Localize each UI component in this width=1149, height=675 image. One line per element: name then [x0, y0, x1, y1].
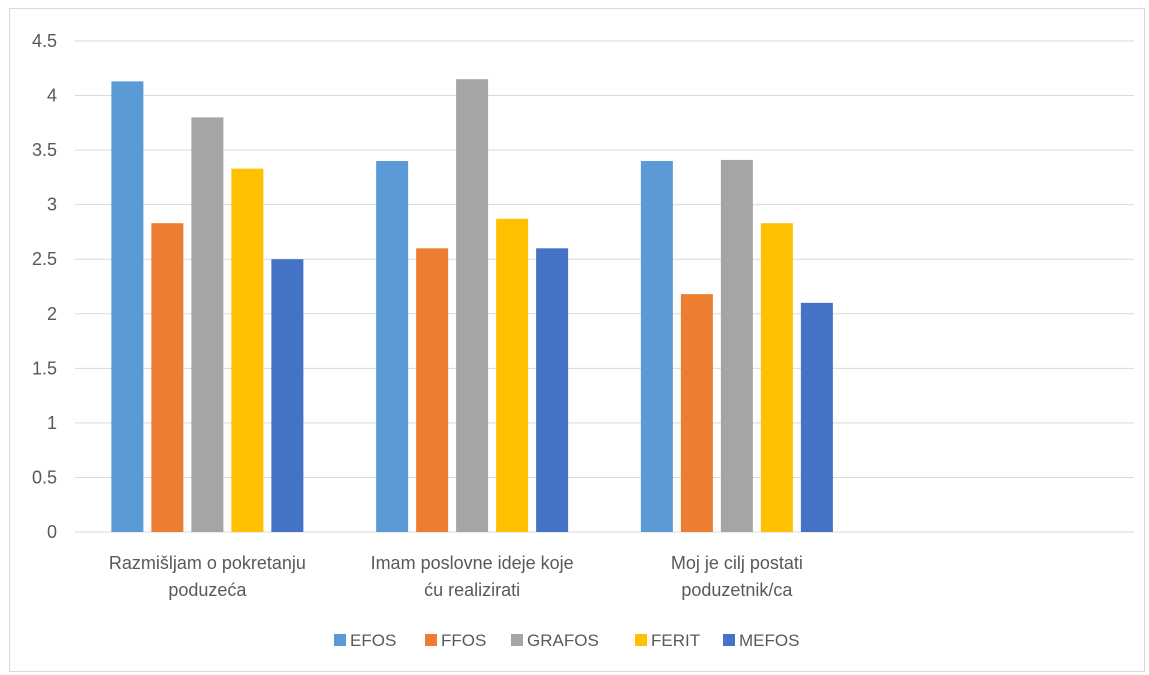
bar-mefos-3 — [800, 302, 833, 532]
bar-efos-1 — [111, 81, 144, 533]
x-category-label: poduzetnik/ca — [681, 580, 793, 600]
legend-swatch-ffos — [425, 634, 437, 646]
bar-efos-2 — [376, 161, 409, 532]
y-tick-label: 1.5 — [32, 358, 57, 378]
legend-swatch-grafos — [511, 634, 523, 646]
legend-label-efos: EFOS — [350, 631, 396, 650]
legend-label-ffos: FFOS — [441, 631, 486, 650]
legend-label-mefos: MEFOS — [739, 631, 799, 650]
y-tick-label: 1 — [47, 413, 57, 433]
y-tick-label: 2 — [47, 304, 57, 324]
y-tick-label: 4.5 — [32, 31, 57, 51]
y-tick-label: 4 — [47, 86, 57, 106]
y-axis-tick-labels: 0 0.5 1 1.5 2 2.5 3 3.5 4 4.5 — [32, 31, 57, 542]
bar-ferit-3 — [760, 223, 793, 532]
x-category-label: Moj je cilj postati — [671, 553, 803, 573]
bars — [111, 79, 833, 533]
y-tick-label: 0 — [47, 522, 57, 542]
x-category-label: ću realizirati — [424, 580, 520, 600]
bar-ffos-2 — [416, 248, 449, 533]
bar-ferit-1 — [231, 168, 264, 532]
x-category-label: Imam poslovne ideje koje — [371, 553, 574, 573]
x-category-label: Razmišljam o pokretanju — [109, 553, 306, 573]
bar-grafos-2 — [456, 79, 489, 532]
x-axis-category-labels: Razmišljam o pokretanju poduzeća Imam posl… — [109, 553, 803, 600]
legend-swatch-mefos — [723, 634, 735, 646]
y-tick-label: 0.5 — [32, 467, 57, 487]
legend-label-ferit: FERIT — [651, 631, 700, 650]
bar-grafos-3 — [720, 159, 753, 533]
x-category-label: poduzeća — [168, 580, 247, 600]
legend-label-grafos: GRAFOS — [527, 631, 599, 650]
legend-swatch-ferit — [635, 634, 647, 646]
bar-ffos-3 — [680, 294, 713, 532]
y-tick-label: 2.5 — [32, 249, 57, 269]
bar-grafos-1 — [191, 117, 224, 532]
bar-efos-3 — [640, 161, 673, 532]
bar-mefos-2 — [536, 248, 569, 533]
y-tick-label: 3 — [47, 195, 57, 215]
bar-ferit-2 — [496, 218, 529, 532]
legend: EFOS FFOS GRAFOS FERIT MEFOS — [334, 631, 799, 650]
y-tick-label: 3.5 — [32, 140, 57, 160]
bar-ffos-1 — [151, 223, 184, 532]
legend-swatch-efos — [334, 634, 346, 646]
bar-mefos-1 — [271, 259, 304, 532]
